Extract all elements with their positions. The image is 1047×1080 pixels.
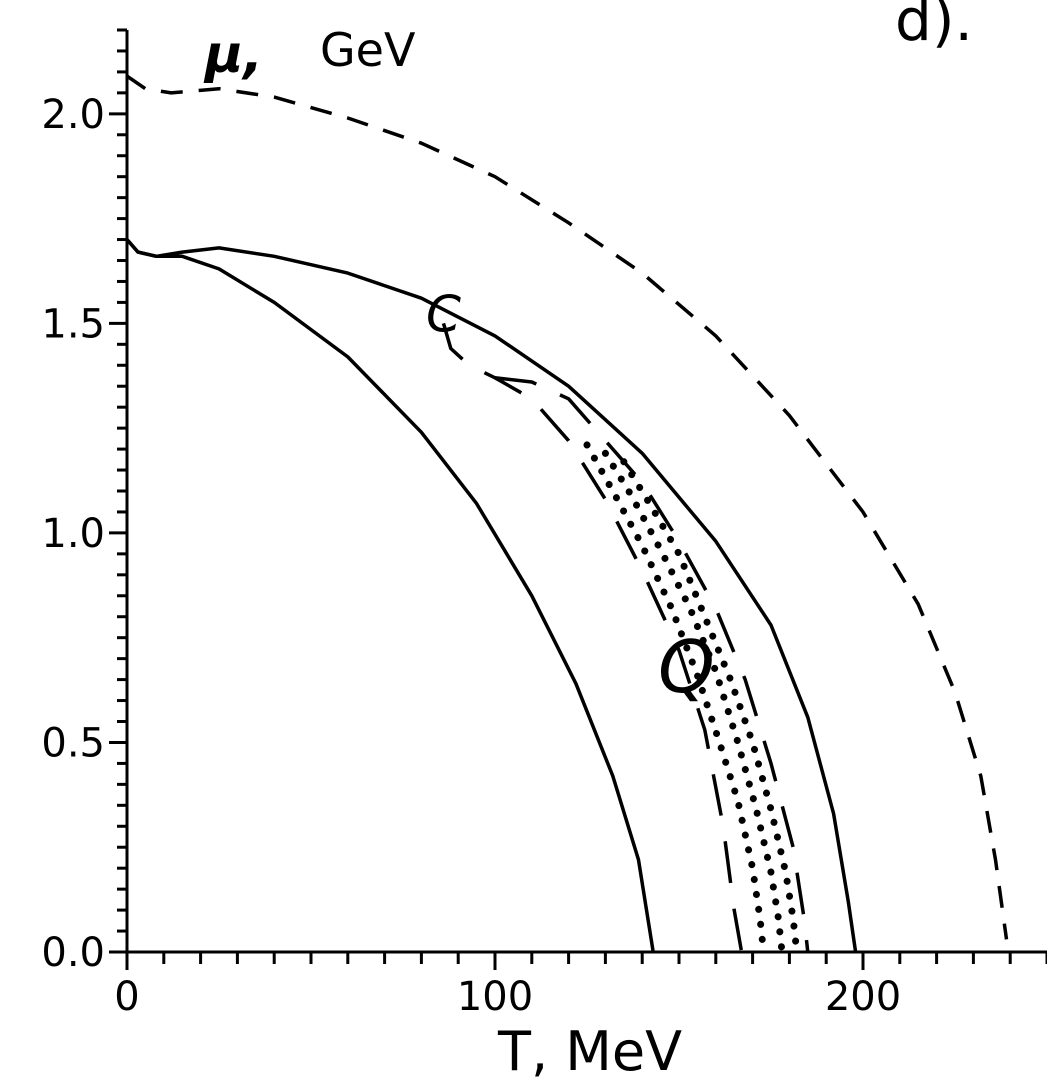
- x-axis-title: T, MeV: [497, 1020, 682, 1080]
- y-tick-label: 1.5: [41, 301, 105, 347]
- curve-dotted-5: [583, 441, 768, 956]
- x-tick-label: 100: [457, 974, 533, 1020]
- labels-layer: 0 100 200 0.0 0.5 1.0 1.5 2.0 T, MeV μ, GeV d). Q C: [41, 0, 973, 1080]
- axes-layer: [109, 28, 1047, 970]
- annotation-q: Q: [658, 625, 715, 709]
- y-tick-label: 1.0: [41, 511, 105, 557]
- curve-short-dashed-0: [126, 74, 1009, 940]
- panel-label: d).: [895, 0, 973, 54]
- x-tick-label: 200: [825, 974, 901, 1020]
- annotation-c: C: [426, 286, 461, 344]
- curve-solid-2: [125, 238, 655, 953]
- y-axis-unit: GeV: [320, 23, 416, 77]
- y-axis-symbol: μ,: [203, 25, 263, 85]
- y-tick-label: 2.0: [41, 92, 105, 138]
- y-tick-label: 0.5: [41, 720, 105, 766]
- y-tick-label: 0.0: [41, 930, 105, 976]
- x-tick-label: 0: [114, 974, 139, 1020]
- curve-dotted-7: [620, 458, 801, 956]
- curves-layer: [125, 74, 1009, 956]
- curve-long-dashed-4: [494, 376, 810, 953]
- curve-solid-1: [125, 238, 858, 953]
